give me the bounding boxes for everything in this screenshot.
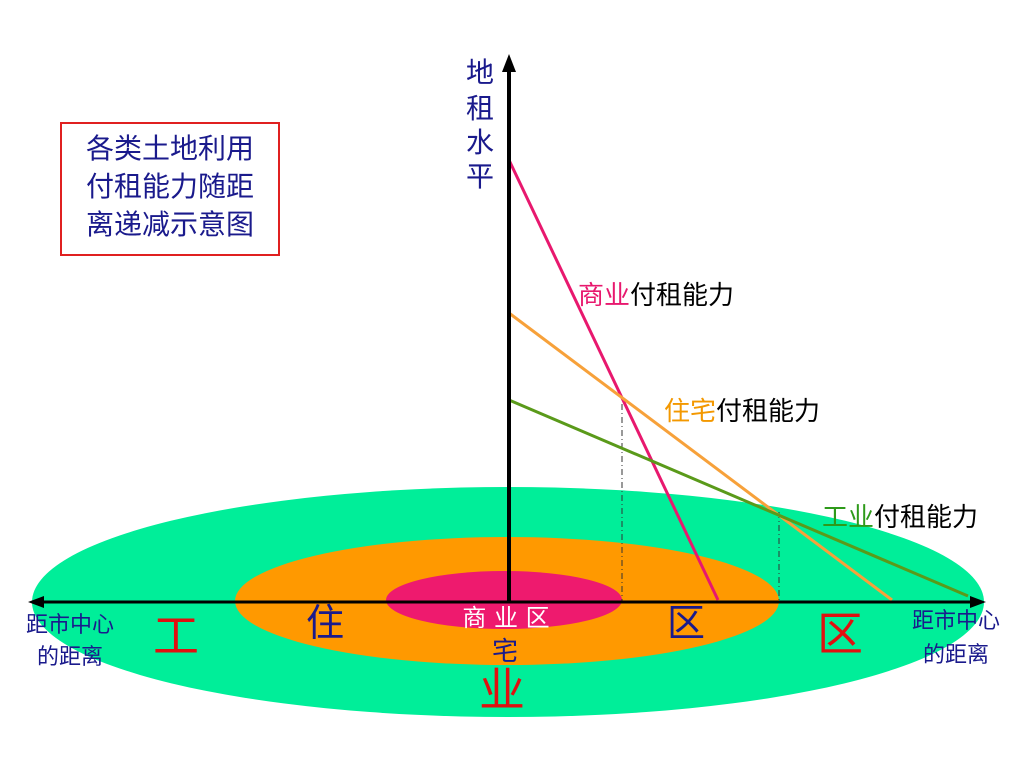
commercial-curve-label-name: 商业	[578, 281, 630, 311]
x-axis-label-left-line-1: 距市中心	[26, 612, 114, 637]
residential-rent-curve	[508, 311, 893, 602]
axis-arrow-left	[28, 596, 44, 608]
commercial-zone-label: 商 业 区	[462, 604, 549, 632]
commercial-zone-ellipse	[386, 571, 622, 629]
industrial-zone-label-right: 区	[817, 607, 863, 661]
y-axis-label-char-4: 平	[466, 162, 494, 193]
residential-curve-label-name: 住宅	[664, 397, 716, 427]
industrial-rent-curve	[508, 398, 969, 598]
residential-curve-label-suffix: 付租能力	[716, 397, 820, 427]
y-axis-label-char-3: 水	[466, 127, 494, 159]
x-axis-label-left-line-2: 的距离	[37, 644, 103, 669]
y-axis-label-char-1: 地	[466, 57, 494, 89]
industrial-zone-label-mid: 业	[479, 663, 525, 717]
residential-zone-label-mid: 宅	[492, 637, 518, 667]
commercial-rent-curve	[507, 159, 720, 601]
title-line-3: 离递减示意图	[85, 208, 254, 241]
title-line-2: 付租能力随距	[85, 170, 254, 203]
industrial-curve-label-name: 工业	[822, 503, 874, 533]
industrial-zone-label-left: 工	[153, 609, 199, 663]
y-axis-label-char-2: 租	[466, 93, 494, 125]
industrial-curve-label: 工业付租能力	[822, 503, 978, 533]
industrial-curve-label-suffix: 付租能力	[874, 503, 978, 533]
diagram-title-box: 各类土地利用 付租能力随距 离递减示意图	[60, 122, 280, 256]
residential-zone-label-left: 住	[306, 601, 344, 645]
axis-arrow-right	[970, 596, 986, 608]
commercial-curve-label: 商业付租能力	[578, 281, 734, 311]
commercial-curve-label-suffix: 付租能力	[630, 281, 734, 311]
title-line-1: 各类土地利用	[85, 132, 254, 165]
residential-curve-label: 住宅付租能力	[664, 397, 820, 427]
x-axis-label-right-line-1: 距市中心	[912, 608, 1000, 633]
axis-arrow-up	[502, 54, 516, 72]
residential-zone-label-right: 区	[667, 601, 705, 645]
x-axis-label-right-line-2: 的距离	[923, 642, 989, 667]
